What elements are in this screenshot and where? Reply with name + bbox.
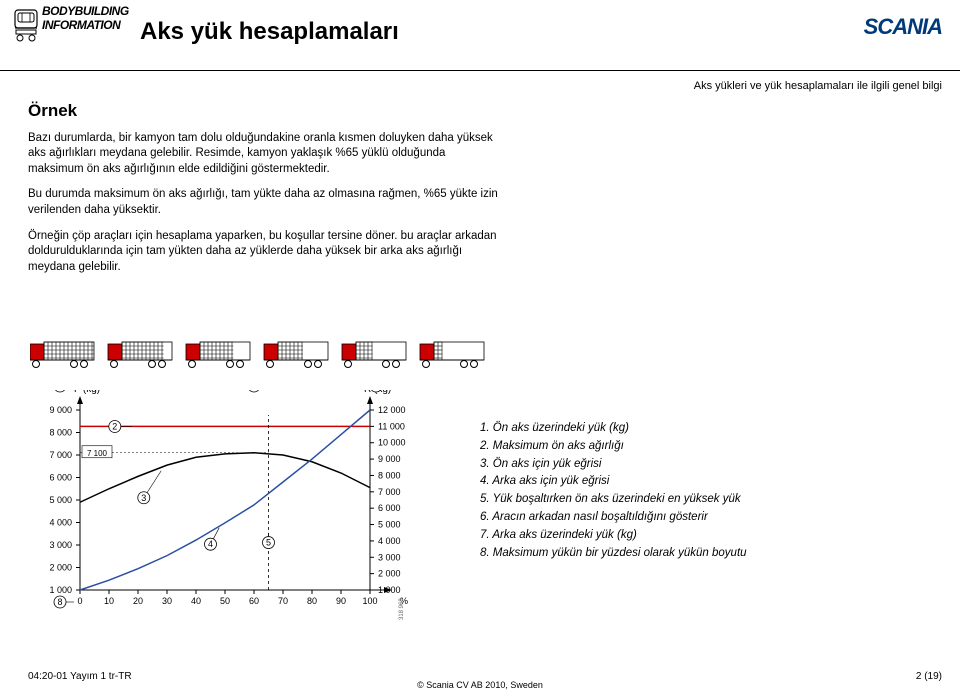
svg-text:8 000: 8 000 — [378, 470, 401, 480]
svg-text:1: 1 — [57, 390, 62, 391]
badge-line1: BODYBUILDING — [42, 4, 129, 18]
svg-text:9 000: 9 000 — [378, 454, 401, 464]
legend-item: 7. Arka aks üzerindeki yük (kg) — [480, 527, 747, 545]
svg-text:7 000: 7 000 — [49, 450, 72, 460]
svg-text:6 000: 6 000 — [378, 503, 401, 513]
legend-item: 5. Yük boşaltırken ön aks üzerindeki en … — [480, 491, 747, 509]
page-header: BODYBUILDING INFORMATION Aks yük hesapla… — [0, 0, 960, 71]
svg-text:7 100: 7 100 — [87, 449, 108, 458]
svg-text:5 000: 5 000 — [378, 520, 401, 530]
legend-item: 6. Aracın arkadan nasıl boşaltıldığını g… — [480, 509, 747, 527]
section-heading: Örnek — [28, 100, 498, 123]
truck-icon — [12, 8, 40, 51]
svg-text:2: 2 — [112, 422, 117, 432]
svg-text:4 000: 4 000 — [378, 536, 401, 546]
svg-text:10: 10 — [104, 596, 114, 606]
chart-legend: 1. Ön aks üzerindeki yük (kg)2. Maksimum… — [480, 420, 747, 563]
svg-text:3 000: 3 000 — [49, 540, 72, 550]
svg-text:5 000: 5 000 — [49, 495, 72, 505]
svg-text:6 000: 6 000 — [49, 473, 72, 483]
svg-text:100: 100 — [362, 596, 377, 606]
legend-item: 4. Arka aks için yük eğrisi — [480, 473, 747, 491]
page-title: Aks yük hesaplamaları — [140, 18, 399, 46]
svg-text:2 000: 2 000 — [378, 569, 401, 579]
svg-text:20: 20 — [133, 596, 143, 606]
figure-code: 318 968 — [399, 598, 405, 620]
svg-text:10 000: 10 000 — [378, 438, 406, 448]
svg-text:4: 4 — [208, 539, 213, 549]
svg-text:70: 70 — [278, 596, 288, 606]
svg-text:8: 8 — [57, 597, 62, 607]
header-subtitle: Aks yükleri ve yük hesaplamaları ile ilg… — [694, 80, 942, 92]
svg-text:7 000: 7 000 — [378, 487, 401, 497]
svg-text:80: 80 — [307, 596, 317, 606]
svg-text:3 000: 3 000 — [378, 552, 401, 562]
paragraph-1: Bazı durumlarda, bir kamyon tam dolu old… — [28, 131, 498, 178]
svg-text:1 000: 1 000 — [378, 585, 401, 595]
badge-line2: INFORMATION — [42, 18, 129, 32]
svg-text:11 000: 11 000 — [378, 421, 405, 431]
svg-text:7: 7 — [373, 390, 378, 391]
truck-loading-illustration — [30, 338, 510, 381]
svg-text:30: 30 — [162, 596, 172, 606]
legend-item: 8. Maksimum yükün bir yüzdesi olarak yük… — [480, 545, 747, 563]
svg-text:6: 6 — [251, 390, 256, 391]
paragraph-2: Bu durumda maksimum ön aks ağırlığı, tam… — [28, 187, 498, 218]
header-badge: BODYBUILDING INFORMATION — [42, 4, 129, 32]
svg-text:1 000: 1 000 — [49, 585, 72, 595]
footer-center: © Scania CV AB 2010, Sweden — [0, 680, 960, 690]
svg-text:8 000: 8 000 — [49, 428, 72, 438]
svg-text:F (kg): F (kg) — [74, 390, 100, 395]
legend-item: 1. Ön aks üzerindeki yük (kg) — [480, 420, 747, 438]
svg-text:5: 5 — [266, 538, 271, 548]
legend-item: 3. Ön aks için yük eğrisi — [480, 456, 747, 474]
svg-text:60: 60 — [249, 596, 259, 606]
scania-logo: SCANIA — [864, 14, 942, 40]
svg-text:12 000: 12 000 — [378, 405, 406, 415]
paragraph-3: Örneğin çöp araçları için hesaplama yapa… — [28, 229, 498, 276]
svg-text:0: 0 — [77, 596, 82, 606]
svg-text:3: 3 — [141, 493, 146, 503]
legend-item: 2. Maksimum ön aks ağırlığı — [480, 438, 747, 456]
body-text: Örnek Bazı durumlarda, bir kamyon tam do… — [28, 100, 498, 285]
svg-text:2 000: 2 000 — [49, 563, 72, 573]
svg-text:90: 90 — [336, 596, 346, 606]
axle-load-chart: 9 000 8 000 7 000 6 000 5 000 4 000 3 000 2 000… — [30, 390, 440, 635]
svg-text:50: 50 — [220, 596, 230, 606]
svg-text:4 000: 4 000 — [49, 518, 72, 528]
svg-text:9 000: 9 000 — [49, 405, 72, 415]
svg-text:40: 40 — [191, 596, 201, 606]
